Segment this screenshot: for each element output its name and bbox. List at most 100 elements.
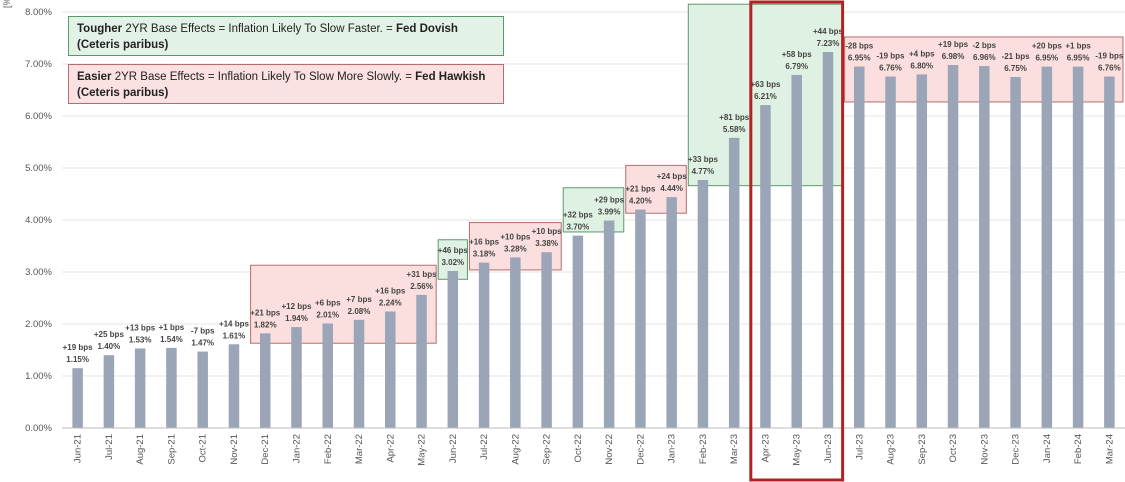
legend-tougher-text: 2YR Base Effects = Inflation Likely To S… [122, 23, 396, 35]
change-label: +25 bps [94, 330, 125, 339]
x-tick-label: Jun-22 [448, 434, 459, 463]
value-label: 6.95% [1067, 54, 1090, 63]
x-tick-label: May-22 [417, 434, 428, 466]
change-label: +6 bps [315, 298, 341, 307]
value-label: 1.40% [98, 342, 121, 351]
y-tick-label: 7.00% [25, 59, 52, 70]
y-tick-label: 2.00% [25, 319, 52, 330]
change-label: -21 bps [1002, 52, 1031, 61]
x-tick-label: Mar-24 [1104, 434, 1115, 464]
x-tick-label: Jul-22 [479, 434, 490, 460]
x-tick-label: Nov-23 [979, 434, 990, 465]
value-label: 2.01% [316, 310, 339, 319]
change-label: +46 bps [438, 246, 469, 255]
value-label: 5.58% [723, 125, 746, 134]
bar [228, 344, 240, 428]
bar [72, 368, 83, 428]
x-tick-label: Feb-24 [1073, 434, 1084, 464]
x-tick-label: Jun-23 [823, 434, 834, 463]
x-tick-label: Dec-23 [1011, 434, 1022, 465]
bar [697, 179, 709, 428]
x-tick-label: Feb-23 [698, 434, 709, 464]
bar [603, 220, 615, 428]
value-label: 6.76% [879, 63, 902, 72]
change-label: +13 bps [125, 323, 156, 332]
x-tick-label: Aug-23 [886, 434, 897, 465]
change-label: +19 bps [63, 343, 94, 352]
bar [572, 235, 584, 428]
x-tick-label: Oct-23 [948, 434, 959, 463]
bar [822, 52, 834, 428]
y-tick-label: 3.00% [25, 267, 52, 278]
value-label: 6.95% [848, 54, 871, 63]
highlight-box [749, 0, 845, 482]
change-label: +44 bps [813, 27, 844, 36]
value-label: 3.28% [504, 244, 527, 253]
x-tick-label: Oct-22 [573, 434, 584, 463]
easier-region [250, 264, 437, 344]
change-label: +32 bps [563, 211, 594, 220]
change-label: -2 bps [973, 41, 997, 50]
legend-easier-line2: (Ceteris paribus) [77, 87, 169, 99]
value-label: 6.76% [1098, 63, 1121, 72]
value-label: 6.21% [754, 92, 777, 101]
value-label: 3.99% [598, 208, 621, 217]
change-label: +14 bps [219, 319, 250, 328]
change-label: +4 bps [909, 49, 935, 58]
legend-tougher-bold2: Fed Dovish [395, 23, 458, 35]
y-tick-label: 1.00% [25, 371, 52, 382]
legend-tougher-line2: (Ceteris paribus) [77, 39, 169, 51]
bar [166, 347, 177, 428]
change-label: +1 bps [159, 323, 185, 332]
value-label: 3.02% [441, 258, 464, 267]
bar [385, 311, 396, 428]
legend-easier-bold1: Easier [77, 71, 112, 83]
value-label: 6.79% [785, 62, 808, 71]
x-tick-label: Apr-22 [385, 434, 396, 463]
change-label: -7 bps [191, 327, 215, 336]
x-tick-label: Jul-23 [854, 434, 865, 460]
value-label: 6.96% [973, 53, 996, 62]
change-label: +63 bps [750, 80, 781, 89]
x-tick-label: Sep-21 [166, 434, 177, 465]
legend-easier: Easier 2YR Base Effects = Inflation Like… [68, 64, 504, 104]
bar [885, 76, 896, 428]
bar [447, 270, 459, 428]
value-label: 1.82% [254, 320, 277, 329]
x-tick-label: Mar-22 [354, 434, 365, 464]
bar [259, 333, 271, 428]
x-tick-label: Jan-22 [291, 434, 302, 463]
change-label: +21 bps [250, 308, 281, 317]
x-tick-label: Jul-21 [104, 434, 115, 460]
value-label: 1.94% [285, 314, 308, 323]
y-axis-label: [%] [2, 0, 12, 8]
bar [197, 351, 208, 428]
change-label: +10 bps [532, 227, 563, 236]
y-tick-label: 6.00% [25, 111, 52, 122]
x-tick-label: Dec-21 [260, 434, 271, 465]
change-label: +1 bps [1065, 42, 1091, 51]
change-label: +12 bps [281, 302, 312, 311]
bar [353, 319, 365, 428]
change-label: -28 bps [845, 42, 874, 51]
value-label: 6.95% [1035, 54, 1058, 63]
x-tick-label: May-23 [792, 434, 803, 466]
bar [1104, 76, 1115, 428]
x-tick-label: Sep-22 [542, 434, 553, 465]
bar [947, 65, 959, 428]
change-label: +16 bps [469, 238, 500, 247]
x-tick-label: Aug-21 [135, 434, 146, 465]
change-label: +7 bps [346, 295, 372, 304]
bar [854, 66, 865, 428]
value-label: 7.23% [817, 39, 840, 48]
bar [635, 209, 646, 428]
bar [134, 348, 146, 428]
x-tick-label: Nov-21 [229, 434, 240, 465]
bar [478, 262, 490, 428]
x-tick-label: Jan-24 [1042, 434, 1053, 463]
value-label: 6.80% [910, 61, 933, 70]
value-label: 3.70% [567, 223, 590, 232]
bar [916, 74, 928, 429]
